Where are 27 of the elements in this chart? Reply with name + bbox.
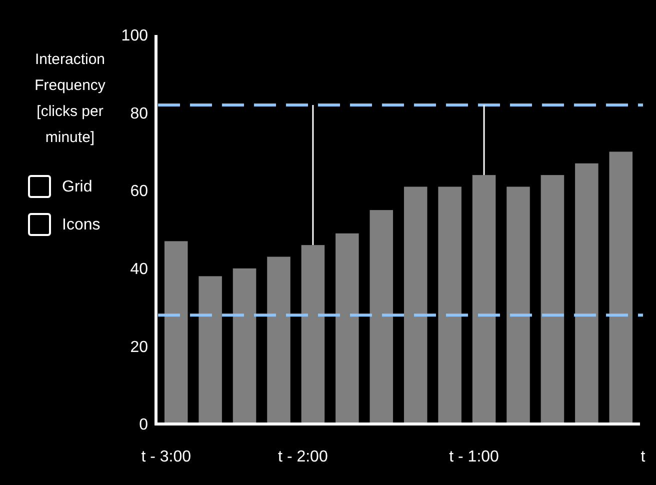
y-tick-label: 100 xyxy=(121,28,148,45)
y-axis-title: Interaction Frequency [clicks per minute] xyxy=(34,51,106,146)
text: Grid xyxy=(62,178,92,196)
bar xyxy=(540,175,564,424)
y-tick-label: 0 xyxy=(139,416,148,434)
text: Icons xyxy=(62,216,100,234)
x-tick-label: t - 2:00 xyxy=(278,448,328,466)
y-tick-label: 60 xyxy=(130,183,148,200)
y-tick-label: 80 xyxy=(130,105,148,122)
y-tick-label: 20 xyxy=(130,338,148,356)
x-tick-label: t - 3:00 xyxy=(141,448,192,466)
bar xyxy=(609,152,633,424)
bar xyxy=(232,268,256,424)
bar xyxy=(198,276,222,424)
x-tick-label: t - 1:00 xyxy=(449,448,500,466)
bar xyxy=(301,245,325,424)
bar xyxy=(267,256,290,424)
x-axis-title: t xyxy=(640,448,646,466)
y-tick-label: 40 xyxy=(130,261,148,278)
bar xyxy=(336,233,359,424)
bar xyxy=(506,186,530,424)
bar xyxy=(164,241,188,424)
bar xyxy=(438,186,462,424)
bar xyxy=(404,186,428,424)
bar xyxy=(472,175,496,424)
bar xyxy=(370,210,394,424)
bar xyxy=(575,163,598,424)
